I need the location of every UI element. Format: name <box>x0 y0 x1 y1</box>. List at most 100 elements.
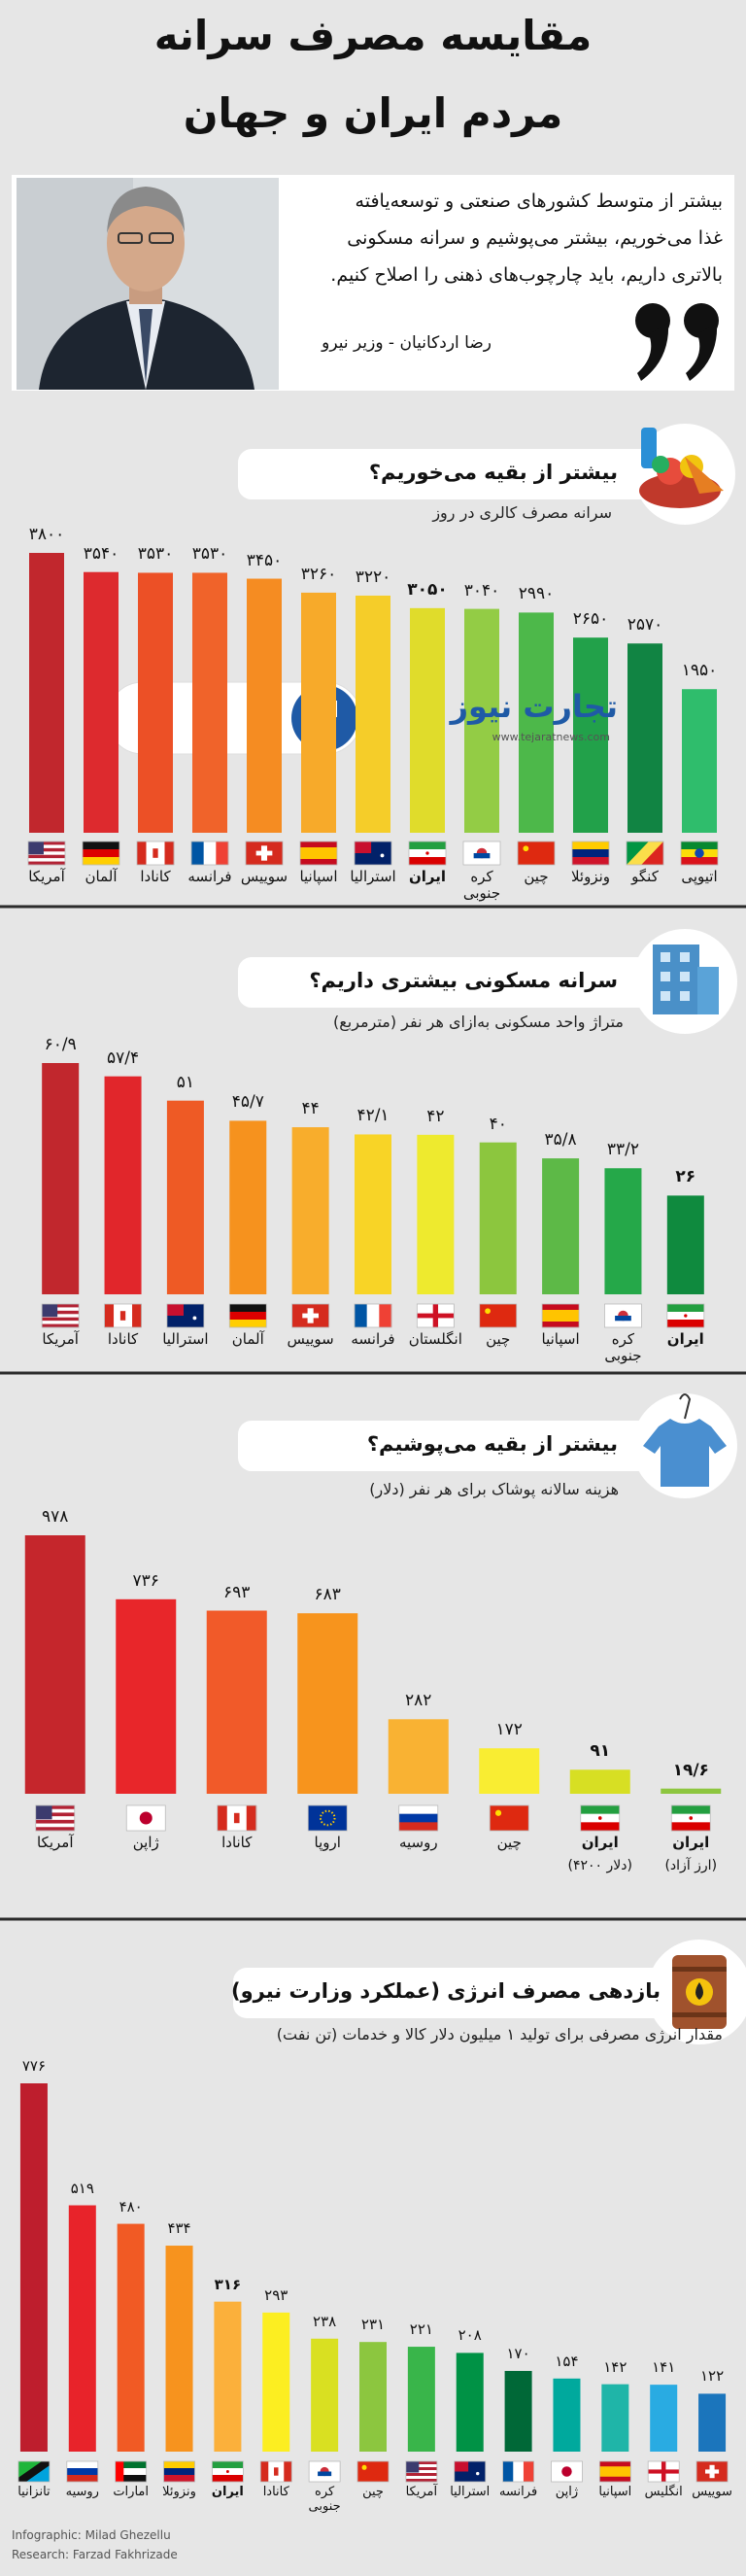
section-bubble <box>238 1421 695 1471</box>
flag-part <box>139 1811 153 1825</box>
value-label: ۱۴۱ <box>652 2358 676 2377</box>
flag-part <box>42 1307 80 1312</box>
flag <box>190 841 229 866</box>
category-label: امارات <box>113 2485 149 2499</box>
bar <box>388 1719 449 1794</box>
chart-subtitle: هزینه سالانه پوشاک برای هر نفر (دلار) <box>369 1480 619 1498</box>
category-label: ایران <box>672 1834 710 1851</box>
value-label: ۳۲۲۰ <box>355 567 391 587</box>
flag-part <box>66 2461 98 2469</box>
flag <box>35 1804 76 1832</box>
flag-part <box>35 1805 52 1820</box>
flag-part <box>405 2467 437 2471</box>
bar <box>19 2083 48 2452</box>
value-label: ۲۳۸ <box>313 2312 337 2330</box>
flag-part <box>163 2475 195 2483</box>
value-label: ۲۶۵۰ <box>572 609 609 630</box>
value-label: ۴۵/۷ <box>231 1092 264 1113</box>
flag <box>541 1303 580 1328</box>
flag-part <box>518 841 555 865</box>
flag-part <box>319 1809 336 1827</box>
flag-border <box>136 841 175 866</box>
value-label: ۷۷۶ <box>21 2057 47 2075</box>
flag-part <box>236 1805 248 1831</box>
flag <box>462 841 501 866</box>
bar <box>464 608 499 833</box>
flag <box>666 1303 705 1328</box>
bar <box>661 1788 722 1794</box>
flag-border <box>551 2460 583 2483</box>
flag-part <box>454 2461 469 2472</box>
value-label: ۹۷۸ <box>42 1507 69 1527</box>
flag-part <box>542 1304 580 1311</box>
category-label: کانادا <box>262 2485 289 2499</box>
flag <box>125 1804 166 1832</box>
value-label: ۶۸۳ <box>314 1585 341 1605</box>
flag-part <box>115 2468 147 2476</box>
category-label: چین <box>496 1834 522 1851</box>
bar <box>42 1063 80 1294</box>
flag-border <box>454 2460 487 2483</box>
category-label: اتیوپی <box>681 868 718 885</box>
flag-part <box>572 857 609 866</box>
flag-part <box>163 2468 195 2476</box>
value-label: ۱۹۵۰ <box>681 661 718 681</box>
flag-part <box>523 2461 534 2482</box>
flag-border <box>228 1303 267 1328</box>
flag <box>115 2460 148 2483</box>
category-label: آمریکا <box>42 1330 79 1348</box>
flag-part <box>666 1320 704 1328</box>
flag-part <box>405 2461 437 2465</box>
bar <box>311 2338 339 2452</box>
flag-part <box>513 2461 525 2482</box>
flag-part <box>627 841 649 865</box>
flag-border <box>502 2460 534 2483</box>
value-label: ۳۳/۲ <box>606 1140 640 1160</box>
flag-part <box>705 2469 720 2474</box>
flag-part <box>163 2461 195 2469</box>
value-label: ۳۸۰۰ <box>28 525 65 544</box>
category-label: سوییس <box>240 868 288 885</box>
flag-part <box>641 841 663 865</box>
flag <box>680 841 719 866</box>
value-label: ۳۵۳۰ <box>137 544 174 565</box>
bar <box>206 1610 267 1794</box>
flag-part <box>212 2475 244 2483</box>
category-label: آلمان <box>85 868 118 885</box>
flag-border <box>217 1804 257 1832</box>
flag-part <box>405 2461 420 2473</box>
chart-subtitle: متراژ واحد مسکونی به‌ازای هر نفر (مترمرب… <box>333 1013 624 1031</box>
flag <box>405 2460 438 2483</box>
flag-part <box>164 841 175 865</box>
flag <box>354 1303 392 1328</box>
category-label: استرالیا <box>350 868 396 885</box>
value-label: ۱۵۴ <box>555 2352 579 2370</box>
flag-part <box>35 1808 75 1813</box>
value-label: ۷۳۶ <box>132 1570 159 1591</box>
flag <box>308 2460 341 2483</box>
flag <box>211 2460 244 2483</box>
value-label: ۲۸۲ <box>405 1691 432 1711</box>
flag-border <box>163 2460 195 2483</box>
chart-title: بازدهی مصرف انرژی (عملکرد وزارت نیرو) <box>231 1979 661 2003</box>
flag-border <box>354 841 392 866</box>
flag-border <box>115 2460 148 2483</box>
flag-border <box>541 1303 580 1328</box>
flag <box>136 841 175 866</box>
flag-part <box>502 2461 514 2482</box>
flag-border <box>307 1804 348 1832</box>
value-label: ۲۹۳ <box>264 2285 288 2304</box>
value-label: ۵۱ <box>176 1072 195 1092</box>
flag-part <box>28 841 44 855</box>
category-label: ژاپن <box>555 2485 579 2499</box>
bar <box>698 2393 727 2452</box>
flag-part <box>115 2461 124 2482</box>
category-label: ایران <box>581 1834 619 1851</box>
category-label: اروپا <box>314 1834 341 1851</box>
flag-border <box>571 841 610 866</box>
flag <box>551 2460 583 2483</box>
flag-part <box>155 841 165 865</box>
flag-border <box>489 1804 529 1832</box>
bar <box>68 2205 96 2452</box>
